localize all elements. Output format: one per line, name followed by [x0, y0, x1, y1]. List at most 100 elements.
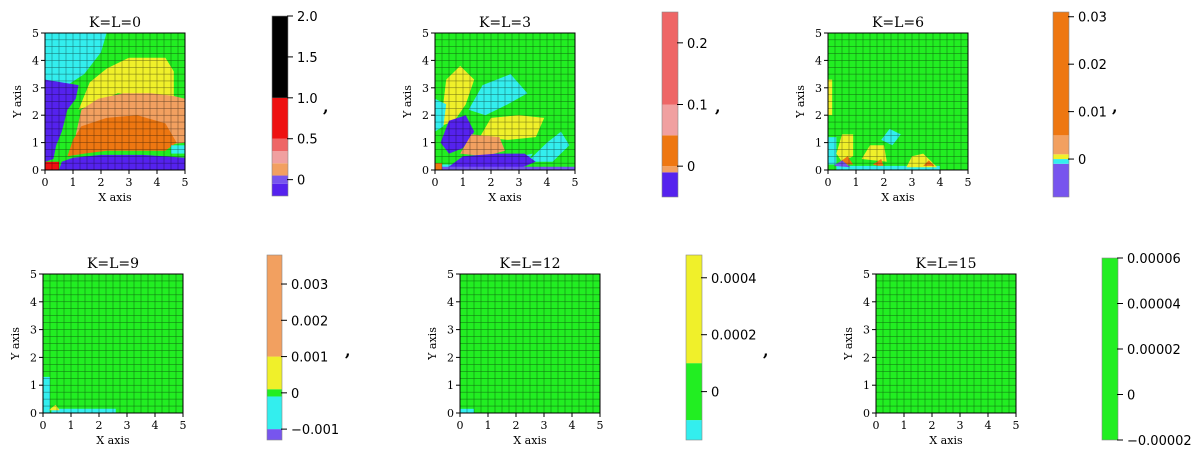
heatmap-panel-1: 0 1 2 3 4 5 0 1 2 3 4 5 K=L=3 X axis Y axis 0 0.1 0.2, — [401, 11, 721, 204]
colorbar-band-pink — [662, 104, 678, 136]
x-tick-label: 3 — [516, 176, 523, 189]
colorbar-tick-label: −0.001 — [291, 423, 339, 438]
colorbar-band-red — [272, 97, 288, 139]
colorbar-band-blue — [662, 172, 678, 197]
colorbar-tick-label: 0 — [1127, 389, 1135, 404]
colorbar-frame — [271, 15, 289, 197]
panel-separator: , — [345, 341, 351, 360]
colorbar-tick-label: 0.00006 — [1127, 252, 1181, 267]
y-tick-label: 4 — [30, 296, 37, 309]
x-axis-label: X axis — [513, 434, 547, 447]
x-axis-label: X axis — [881, 191, 915, 204]
colorbar: −0.001 0 0.001 0.002 0.003 — [266, 254, 339, 441]
heatmap-panel-4: 0 1 2 3 4 5 0 1 2 3 4 5 K=L=12 X axis Y axis 0 0.0002 0.0… — [426, 254, 769, 447]
colorbar-tick-label: 1.5 — [297, 51, 318, 66]
chart-title: K=L=3 — [479, 15, 531, 31]
colorbar: −0.00002 0 0.00002 0.00004 0.00006 — [1101, 252, 1192, 449]
y-tick-label: 0 — [863, 407, 870, 420]
heatmap-region-yellow — [828, 79, 833, 116]
y-tick-label: 3 — [30, 324, 37, 337]
x-tick-label: 4 — [152, 419, 159, 432]
y-tick-label: 0 — [447, 407, 454, 420]
y-tick-label: 3 — [422, 82, 429, 95]
y-tick-label: 4 — [863, 296, 870, 309]
y-tick-label: 4 — [815, 54, 822, 67]
colorbar-tick-label: 0.1 — [687, 99, 708, 114]
y-tick-label: 3 — [815, 82, 822, 95]
x-tick-label: 4 — [154, 176, 161, 189]
colorbar-band-cyan — [686, 420, 702, 440]
y-tick-label: 1 — [30, 379, 37, 392]
y-tick-label: 3 — [447, 324, 454, 337]
x-tick-label: 1 — [70, 176, 77, 189]
colorbar-band-green — [267, 389, 282, 397]
y-tick-label: 5 — [815, 27, 822, 40]
plot-frame — [875, 273, 1017, 414]
colorbar-band-cyan — [1053, 159, 1069, 164]
colorbar-frame — [685, 254, 703, 441]
y-tick-label: 5 — [447, 268, 454, 281]
colorbar-band-yellow — [1053, 154, 1069, 160]
colorbar-tick-label: 0 — [291, 387, 299, 402]
panel-separator: , — [763, 341, 769, 360]
y-axis-label: Y axis — [842, 327, 855, 361]
x-tick-label: 4 — [569, 419, 576, 432]
y-tick-label: 4 — [447, 296, 454, 309]
heatmap-panel-5: 0 1 2 3 4 5 0 1 2 3 4 5 K=L=15 X axis Y axis −0.00002 0 0… — [842, 252, 1192, 449]
grid-lines — [43, 274, 183, 413]
colorbar-tick-label: 0 — [297, 174, 305, 189]
x-axis-label: X axis — [98, 191, 132, 204]
colorbar-band-salmon — [267, 255, 282, 357]
y-axis-label: Y axis — [401, 85, 414, 119]
x-tick-label: 4 — [937, 176, 944, 189]
x-tick-label: 3 — [124, 419, 131, 432]
x-tick-label: 2 — [98, 176, 105, 189]
colorbar-tick-label: −0.00002 — [1127, 434, 1192, 449]
colorbar-tick-label: 0 — [1078, 153, 1086, 168]
y-axis-label: Y axis — [794, 85, 807, 119]
colorbar-band-green — [1102, 258, 1118, 440]
y-tick-label: 1 — [32, 137, 39, 150]
x-tick-label: 0 — [825, 176, 832, 189]
colorbar: 0 0.1 0.2 — [661, 11, 708, 198]
y-tick-label: 2 — [863, 351, 870, 364]
x-tick-label: 4 — [544, 176, 551, 189]
x-tick-label: 3 — [957, 419, 964, 432]
panel-separator: , — [715, 97, 721, 116]
y-tick-label: 5 — [422, 27, 429, 40]
colorbar-tick-label: 0.0004 — [711, 272, 757, 287]
colorbar-band-rose — [272, 138, 288, 151]
y-axis-label: Y axis — [11, 85, 24, 119]
heatmap-panel-3: 0 1 2 3 4 5 0 1 2 3 4 5 K=L=9 X axis Y axis −0.001 0 0.00… — [9, 254, 351, 447]
colorbar-tick-label: 0.00004 — [1127, 298, 1181, 313]
colorbar-band-orange — [1053, 12, 1069, 136]
colorbar-tick-label: 0 — [711, 386, 719, 401]
colorbar-tick-label: 0.2 — [687, 37, 708, 52]
y-tick-label: 0 — [30, 407, 37, 420]
colorbar-band-blue — [272, 183, 288, 196]
x-axis-label: X axis — [929, 434, 963, 447]
heatmap-region-salmon — [460, 134, 505, 157]
chart-title: K=L=15 — [915, 256, 976, 272]
colorbar-band-violet — [272, 175, 288, 184]
plot-frame — [44, 32, 186, 171]
x-axis-label: X axis — [96, 434, 130, 447]
heatmap-region-cyan — [51, 408, 116, 413]
colorbar-tick-label: 0.5 — [297, 133, 318, 148]
heatmap-region-cyan — [45, 33, 107, 86]
heatmap-region-cyan — [828, 137, 837, 165]
colorbar-band-salmon — [662, 166, 678, 173]
colorbar-band-green — [686, 363, 702, 421]
x-tick-label: 5 — [182, 176, 189, 189]
colorbar-tick-label: 2.0 — [297, 10, 318, 25]
colorbar-band-salmon — [272, 163, 288, 176]
x-axis-label: X axis — [488, 191, 522, 204]
grid-lines — [828, 33, 968, 170]
x-tick-label: 2 — [96, 419, 103, 432]
y-tick-label: 2 — [32, 109, 39, 122]
x-tick-label: 1 — [853, 176, 860, 189]
plot-frame — [459, 273, 601, 414]
colorbar: 0 0.5 1.0 1.5 2.0 — [271, 10, 318, 197]
y-tick-label: 5 — [30, 268, 37, 281]
